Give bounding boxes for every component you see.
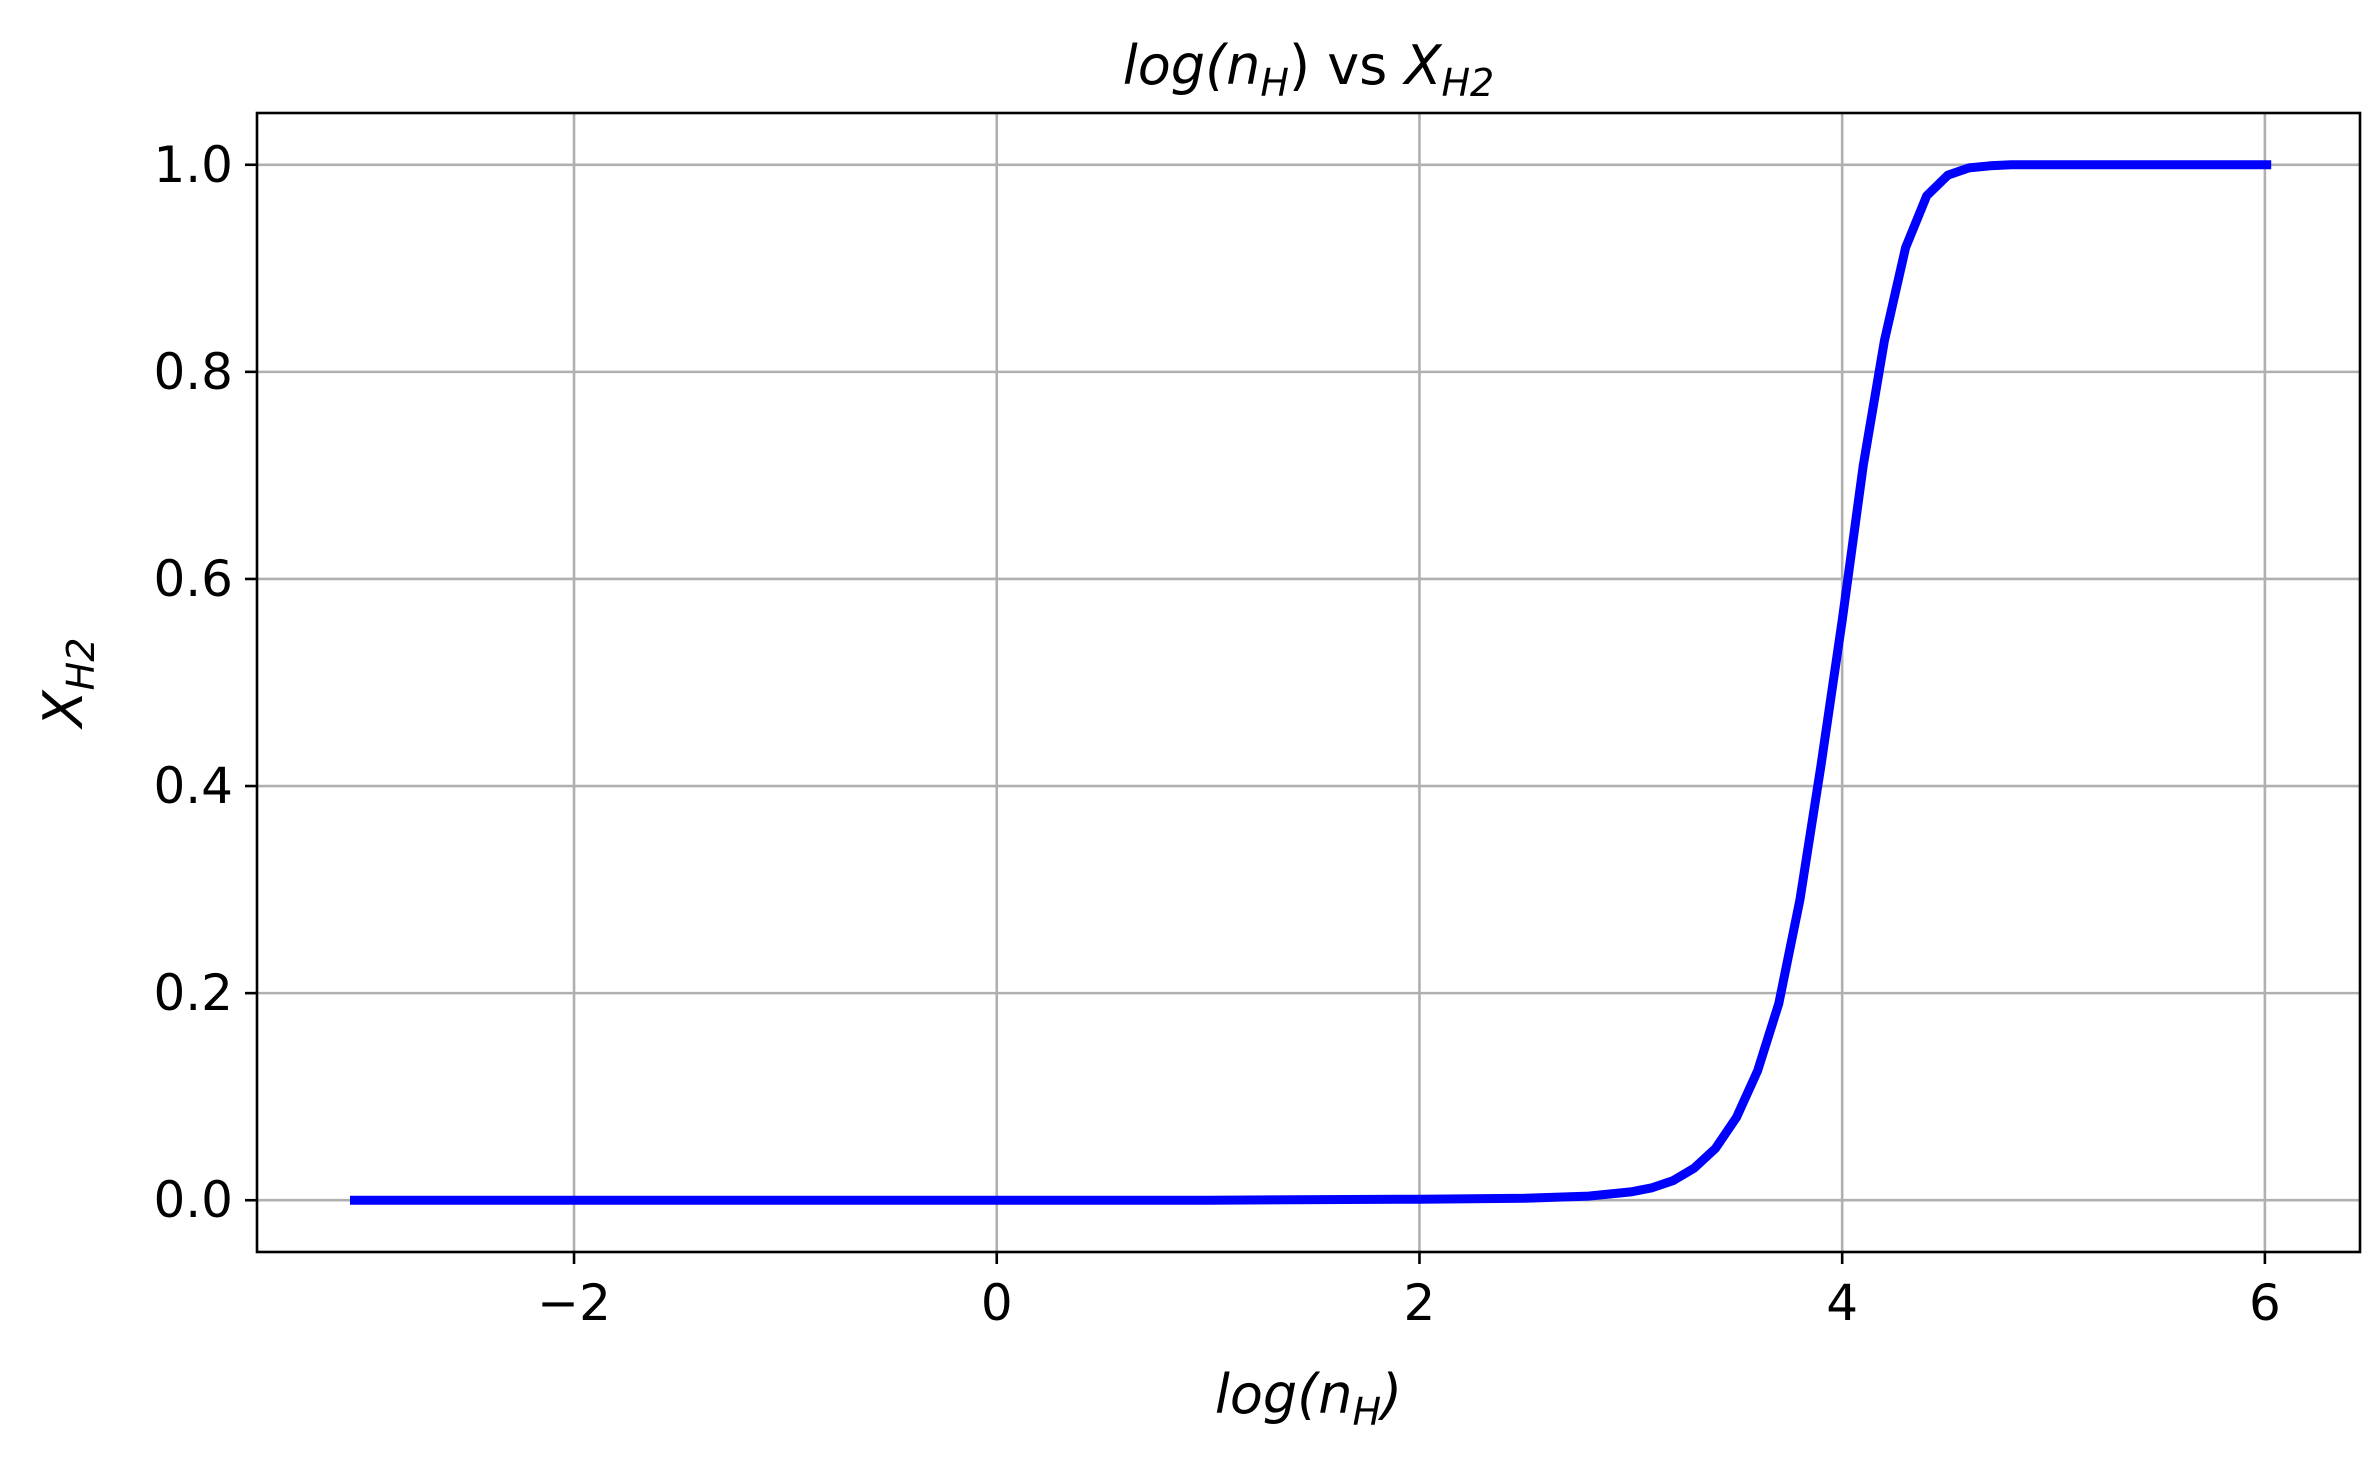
y-tick-label: 0.8 (153, 343, 233, 401)
title-part-right: X (1401, 34, 1442, 97)
y-axis-label: XH2 (32, 638, 103, 731)
x-tick-label: −2 (537, 1274, 611, 1332)
y-tick-label: 0.4 (153, 757, 233, 815)
ticks: −2 0 2 4 6 0.0 0.2 0.4 0.6 0.8 1.0 (153, 136, 2280, 1332)
chart-title: log(nH) vs XH2 (1123, 34, 1494, 105)
y-tick-label: 0.6 (153, 550, 233, 608)
x-tick-label: 0 (981, 1274, 1013, 1332)
title-sub-right: H2 (1441, 61, 1494, 105)
x-label-main: log(n (1215, 1363, 1353, 1426)
title-sub-left: H (1260, 61, 1289, 105)
y-tick-label: 1.0 (153, 136, 233, 194)
x-label-sub: H (1352, 1390, 1381, 1434)
series-layer (350, 160, 2272, 1205)
y-label-main: X (32, 689, 95, 730)
title-part-left: log(n (1123, 34, 1261, 97)
series-line (350, 160, 2272, 1205)
x-tick-label: 2 (1404, 1274, 1436, 1332)
x-tick-label: 6 (2249, 1274, 2281, 1332)
x-axis-label: log(nH) (1215, 1363, 1402, 1434)
x-tick-label: 4 (1826, 1274, 1858, 1332)
grid (257, 113, 2360, 1252)
plot-frame (255, 111, 2362, 1254)
x-label-tail: ) (1377, 1363, 1402, 1426)
title-part-mid: ) vs (1289, 34, 1405, 97)
y-tick-label: 0.2 (153, 964, 233, 1022)
y-label-sub: H2 (59, 638, 103, 691)
y-tick-label: 0.0 (153, 1171, 233, 1229)
